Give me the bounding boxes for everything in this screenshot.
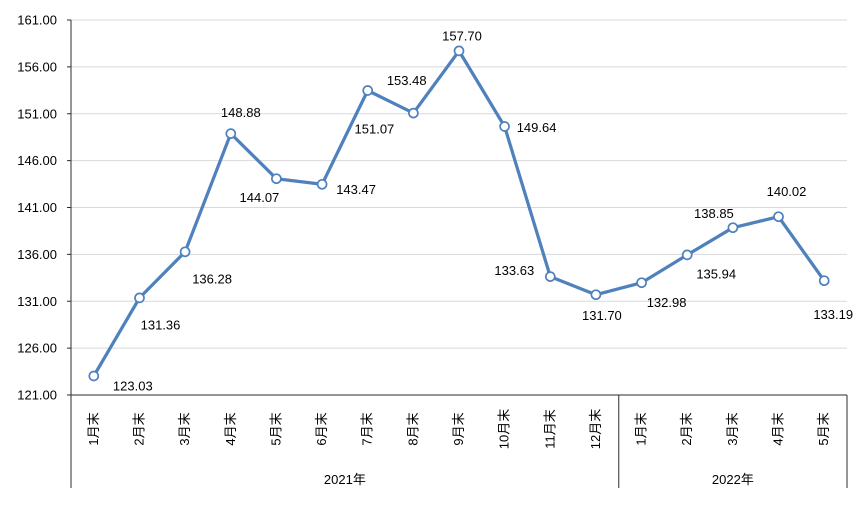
y-axis-tick-label: 126.00 [17,341,57,356]
data-point-marker [316,178,328,190]
data-point-label: 153.48 [387,73,427,88]
y-axis-tick-label: 136.00 [17,247,57,262]
x-category-label: 4月末 [771,412,786,445]
data-point-label: 133.19 [813,307,853,322]
data-point-marker [544,271,556,282]
x-category-label: 7月末 [360,412,375,445]
x-category-label: 2月末 [679,412,694,445]
x-category-label: 9月末 [451,412,466,445]
data-point-marker [590,289,602,301]
y-axis-tick-label: 161.00 [17,13,57,28]
data-point-label: 148.88 [221,105,261,120]
x-category-label: 5月末 [816,412,831,445]
data-point-label: 151.07 [355,122,395,137]
data-point-marker [271,173,282,185]
data-point-label: 140.02 [767,184,807,199]
x-category-label: 4月末 [223,412,238,445]
y-axis-tick-label: 121.00 [17,388,57,403]
data-point-marker [818,275,830,287]
data-point-marker [179,246,191,258]
x-category-label: 8月末 [405,412,420,445]
data-point-marker [408,107,419,119]
year-group-label: 2021年 [324,472,366,487]
data-point-label: 131.36 [141,317,181,332]
y-axis-tick-label: 151.00 [17,106,57,121]
data-point-label: 157.70 [442,28,482,43]
data-point-label: 149.64 [517,120,557,135]
data-point-label: 144.07 [240,190,280,205]
x-category-label: 6月末 [314,412,329,445]
y-axis-tick-label: 156.00 [17,59,57,74]
data-point-label: 143.47 [336,182,376,197]
x-category-label: 12月末 [588,409,603,449]
year-group-label: 2022年 [712,472,754,487]
x-category-label: 5月末 [268,412,283,445]
data-point-marker [727,222,739,234]
x-category-label: 1月末 [634,412,649,445]
data-point-marker [773,211,784,223]
y-axis-tick-label: 131.00 [17,294,57,309]
x-category-label: 1月末 [86,412,101,445]
x-category-label: 11月末 [542,409,557,449]
x-category-label: 2月末 [131,412,146,445]
data-point-label: 133.63 [494,263,534,278]
data-point-label: 138.85 [694,206,734,221]
data-point-label: 123.03 [113,379,153,394]
data-point-marker [225,128,237,139]
data-point-marker [499,121,510,132]
y-axis-tick-label: 141.00 [17,200,57,215]
data-point-marker [362,85,374,96]
data-point-marker [681,249,693,261]
x-category-label: 10月末 [497,409,512,449]
data-point-label: 131.70 [582,308,622,323]
x-category-label: 3月末 [725,412,740,445]
x-category-label: 3月末 [177,412,192,445]
data-point-label: 132.98 [647,295,687,310]
data-point-marker [134,292,145,304]
data-point-label: 135.94 [696,266,736,281]
data-point-marker [636,277,647,289]
y-axis-tick-label: 146.00 [17,153,57,168]
data-point-label: 136.28 [192,271,232,286]
data-point-marker [88,370,100,382]
data-point-marker [453,45,465,57]
